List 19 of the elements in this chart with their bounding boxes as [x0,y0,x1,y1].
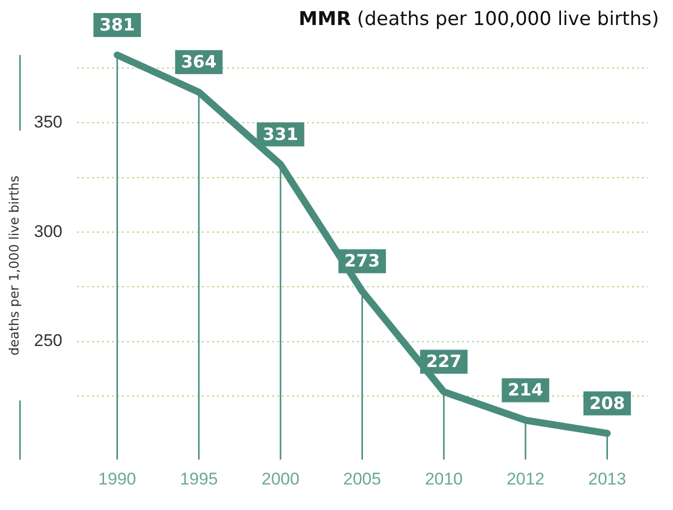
data-label: 364 [181,52,217,73]
y-tick-label: 300 [34,222,62,241]
x-tick-label: 1990 [98,469,136,488]
y-tick-label: 350 [34,112,62,132]
data-label: 227 [426,352,462,372]
y-tick-label: 250 [34,331,62,350]
x-tick-label: 1995 [180,469,218,488]
x-tick-label: 2013 [588,469,626,488]
chart-title: MMR (deaths per 100,000 live births) [298,8,659,30]
x-tick-label: 2000 [262,469,300,488]
data-label: 381 [99,15,135,36]
data-label: 208 [589,394,625,414]
y-axis-title: deaths per 1,000 live births [8,130,22,400]
data-label: 331 [262,124,298,145]
x-tick-label: 2012 [506,469,544,488]
data-label: 273 [344,252,380,272]
x-tick-label: 2005 [343,469,382,488]
x-tick-label: 2010 [424,469,463,488]
data-label: 214 [508,380,544,401]
